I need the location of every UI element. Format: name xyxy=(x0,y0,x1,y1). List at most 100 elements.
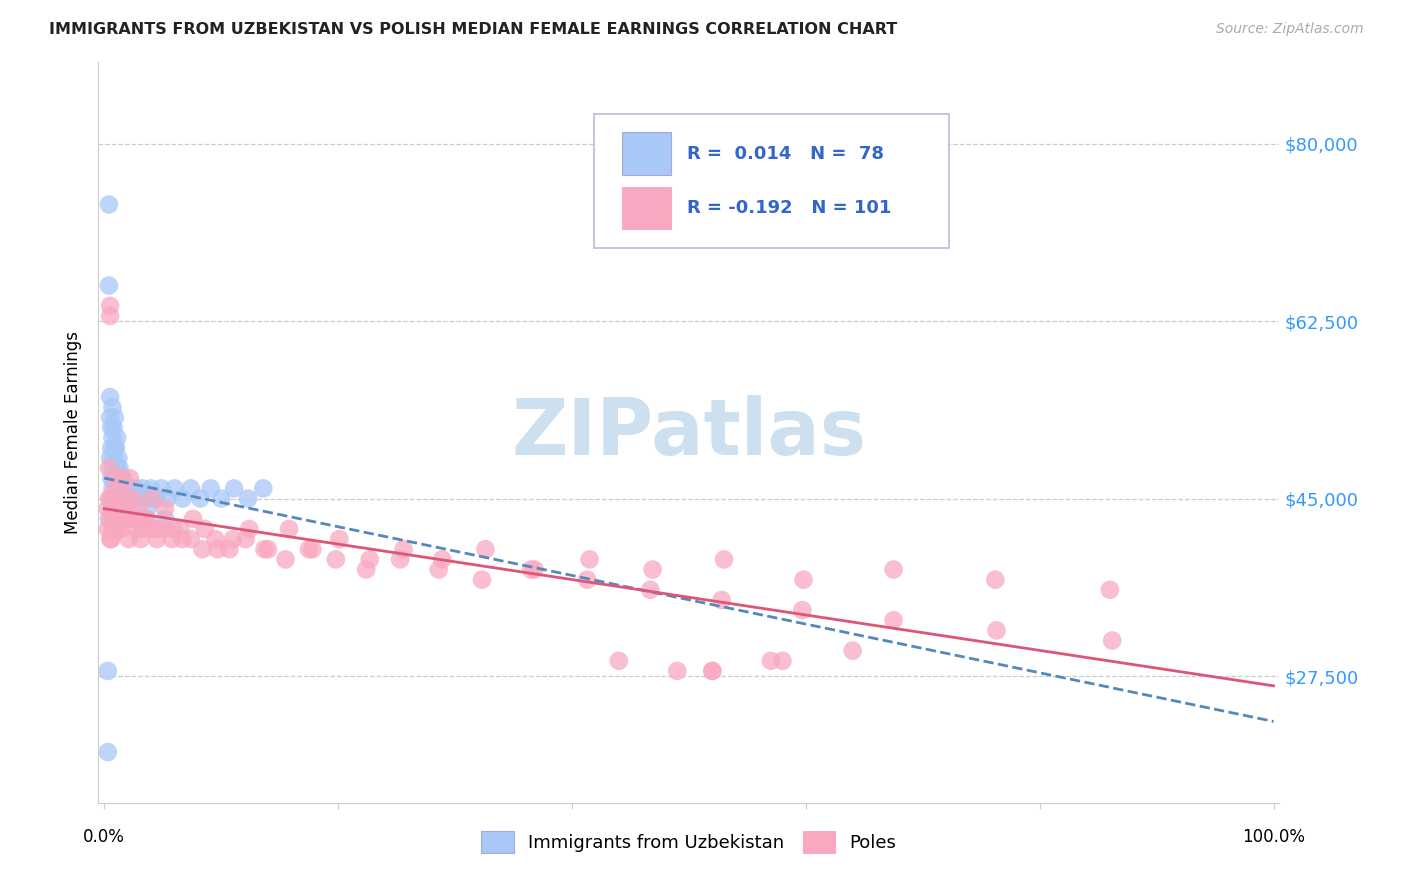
Point xyxy=(134,512,156,526)
Point xyxy=(172,532,194,546)
Point xyxy=(713,552,735,566)
Point xyxy=(104,441,127,455)
Point xyxy=(841,643,863,657)
Point xyxy=(122,491,145,506)
Point xyxy=(125,501,148,516)
Point xyxy=(986,624,1008,638)
Point xyxy=(253,542,276,557)
Point xyxy=(97,278,120,293)
Point xyxy=(110,501,132,516)
Legend: Immigrants from Uzbekistan, Poles: Immigrants from Uzbekistan, Poles xyxy=(474,824,904,861)
Point xyxy=(97,491,120,506)
Point xyxy=(104,491,127,506)
Point xyxy=(98,390,121,404)
Point xyxy=(101,522,124,536)
Point xyxy=(107,450,129,465)
Point xyxy=(640,582,662,597)
Point xyxy=(118,471,141,485)
Point xyxy=(118,491,141,506)
Point xyxy=(793,573,815,587)
Point xyxy=(209,491,232,506)
Point xyxy=(181,512,204,526)
Point xyxy=(97,501,120,516)
Point xyxy=(191,542,214,557)
Point xyxy=(104,441,127,455)
Point xyxy=(169,522,191,536)
Point xyxy=(194,522,217,536)
Point xyxy=(204,532,226,546)
Point xyxy=(97,664,120,678)
Point xyxy=(105,431,128,445)
Point xyxy=(139,482,162,496)
Point xyxy=(576,573,599,587)
Point xyxy=(132,482,155,496)
Point xyxy=(104,491,127,506)
Point xyxy=(107,522,129,536)
Point xyxy=(101,482,124,496)
Point xyxy=(107,482,129,496)
Point xyxy=(107,512,129,526)
Point xyxy=(153,512,176,526)
Point xyxy=(188,491,211,506)
Point xyxy=(328,532,350,546)
Point xyxy=(301,542,323,557)
Point xyxy=(520,562,543,576)
Point xyxy=(108,461,131,475)
Point xyxy=(98,410,121,425)
Point xyxy=(111,471,134,485)
Point xyxy=(392,542,415,557)
Point xyxy=(325,552,347,566)
Point xyxy=(298,542,321,557)
Point xyxy=(103,450,125,465)
Point xyxy=(108,491,131,506)
Point xyxy=(131,522,153,536)
Point xyxy=(121,512,143,526)
Point xyxy=(432,552,454,566)
Point xyxy=(238,522,260,536)
Point xyxy=(115,491,138,506)
Point xyxy=(104,471,127,485)
Point xyxy=(156,491,179,506)
Point xyxy=(103,471,125,485)
Point xyxy=(104,512,127,526)
Point xyxy=(163,482,186,496)
Text: Source: ZipAtlas.com: Source: ZipAtlas.com xyxy=(1216,22,1364,37)
Point xyxy=(236,491,259,506)
Point xyxy=(252,482,274,496)
Text: R = -0.192   N = 101: R = -0.192 N = 101 xyxy=(686,199,891,217)
Point xyxy=(359,552,381,566)
Point xyxy=(100,532,122,546)
Point xyxy=(103,420,125,434)
Point xyxy=(111,512,134,526)
Point xyxy=(1101,633,1123,648)
Point xyxy=(145,491,167,506)
Point xyxy=(105,461,128,475)
Point xyxy=(124,491,146,506)
Point xyxy=(180,532,202,546)
Point xyxy=(108,482,131,496)
Point xyxy=(111,501,134,516)
Point xyxy=(98,532,121,546)
Point xyxy=(104,501,127,516)
Point xyxy=(97,745,120,759)
Point xyxy=(111,482,134,496)
Point xyxy=(222,532,245,546)
Point xyxy=(792,603,814,617)
Point xyxy=(97,512,120,526)
Point xyxy=(153,501,176,516)
Point xyxy=(111,501,134,516)
Point xyxy=(141,491,163,506)
Point xyxy=(111,501,134,516)
Point xyxy=(278,522,301,536)
Point xyxy=(111,501,134,516)
Point xyxy=(666,664,689,678)
Point xyxy=(160,532,183,546)
Point xyxy=(118,501,141,516)
Text: R =  0.014   N =  78: R = 0.014 N = 78 xyxy=(686,145,883,162)
Text: IMMIGRANTS FROM UZBEKISTAN VS POLISH MEDIAN FEMALE EARNINGS CORRELATION CHART: IMMIGRANTS FROM UZBEKISTAN VS POLISH MED… xyxy=(49,22,897,37)
Point xyxy=(101,401,124,415)
Point xyxy=(103,512,125,526)
Point xyxy=(578,552,600,566)
Point xyxy=(107,512,129,526)
Point xyxy=(107,501,129,516)
